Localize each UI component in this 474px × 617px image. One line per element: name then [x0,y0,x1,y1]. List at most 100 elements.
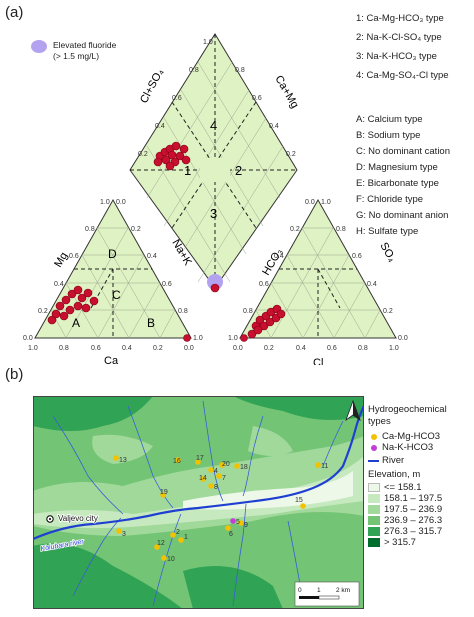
cation-tick-bottom-3: 0.6 [91,345,101,352]
sample-site-marker [154,544,160,550]
cation-tick-left-2: 0.2 [38,308,48,315]
site-label-7: 7 [222,475,226,482]
anion-tick-right-5: 0.2 [383,308,393,315]
water-type-3: 3: Na-K-HCO₃ type [356,51,437,62]
cation-ticks-right: 0.0 0.2 0.4 0.6 0.8 1.0 [116,199,203,342]
scale-bar-black [299,596,319,599]
legend-river-label: River [382,455,405,466]
legend-series-1-label: Ca-Mg-HCO3 [382,431,441,442]
anion-axis-cl: Cl [313,357,323,365]
elevation-swatch-3 [368,505,380,514]
diamond-tick-left-2: 0.4 [155,123,165,130]
anion-ticks-bottom: 0.0 0.2 0.4 0.6 0.8 1.0 [233,345,399,352]
site-label-8: 8 [214,484,218,491]
cation-ticks-bottom: 1.0 0.8 0.6 0.4 0.2 0.0 [28,345,194,352]
cation-tick-bottom-2: 0.8 [59,345,69,352]
diamond-sample-point [165,161,175,171]
site-label-3: 3 [122,531,126,538]
scale-label-zero: 0 [298,587,302,594]
anion-ticks-left: 1.0 0.8 0.6 0.4 0.2 0.0 [228,199,315,342]
city-label: Valjevo city [58,514,98,523]
cation-tick-bottom-4: 0.4 [122,345,132,352]
sample-site-marker [113,455,119,461]
cation-tick-right-5: 0.8 [178,308,188,315]
diamond-region-4: 4 [210,118,217,133]
diamond-sample-point [175,151,185,161]
anion-tick-left-1: 1.0 [228,335,238,342]
diamond-sample-point [153,157,163,167]
site-label-10: 10 [167,556,175,563]
tributary-stream [72,517,122,597]
anion-tick-right-4: 0.4 [367,281,377,288]
diamond-region-2: 2 [235,163,242,178]
anion-triangle: HCO₃ SO₄ Cl 0.0 0.2 0.4 0.6 0.8 1.0 1.0 … [228,198,408,365]
cation-region-b: B [147,316,155,330]
site-label-18: 18 [240,464,248,471]
tributary-stream [242,415,264,497]
legend-series-2: Na-K-HCO3 [368,442,472,453]
elevation-swatch-4 [368,516,380,525]
site-label-5: 5 [236,519,240,526]
cation-sample-point [183,334,191,342]
water-type-2: 2: Na-K-Cl-SO₄ type [356,32,442,43]
scale-bar-white [318,595,340,600]
facies-a: A: Calcium type [356,114,423,125]
water-type-1: 1: Ca-Mg-HCO₃ type [356,13,444,24]
tributary-stream [127,405,174,509]
anion-tick-left-4: 0.4 [274,253,284,260]
mid-elevation-patch [92,434,153,464]
facies-b: B: Sodium type [356,130,421,141]
diamond-ticks-right: 0.2 0.4 0.6 0.8 [235,67,296,158]
site-label-15: 15 [295,497,303,504]
sample-site-marker [208,467,214,473]
tributaries [52,400,344,607]
anion-tick-bottom-5: 0.8 [358,345,368,352]
cation-tick-right-3: 0.4 [147,253,157,260]
sample-site-marker [178,537,184,543]
sample-site-marker [160,492,166,498]
anion-sample-point [259,321,269,331]
cation-sample-point [73,301,83,311]
elevation-class-3-label: 197.5 – 236.9 [384,504,443,515]
site-label-11: 11 [321,463,328,470]
cation-tick-bottom-5: 0.2 [153,345,163,352]
anion-tick-left-3: 0.6 [259,281,269,288]
sample-sites [113,455,321,561]
diamond-grid [146,61,284,283]
cation-axis-ca: Ca [104,355,119,365]
river-line-icon [368,460,379,462]
water-type-4: 4: Ca-Mg-SO₄-Cl type [356,70,449,81]
diamond-tick-right-3: 0.6 [252,95,262,102]
elevation-class-2-label: 158.1 – 197.5 [384,493,443,504]
north-arrow-half [353,401,360,420]
cation-sample-point [47,315,57,325]
sample-site-marker [161,555,167,561]
elevation-class-4: 236.9 – 276.3 [368,515,472,526]
diamond-region-3: 3 [210,206,217,221]
diamond-sample-point [181,155,191,165]
cation-tick-left-4: 0.6 [69,253,79,260]
ca-mg-hco3-dot-icon [371,434,377,440]
elevation-patches [33,396,364,609]
anion-tick-bottom-2: 0.2 [264,345,274,352]
diamond-center-mask [200,158,230,182]
cation-sample-point [67,289,77,299]
diamond-tick-right-1: 0.2 [286,151,296,158]
elevation-class-4-label: 236.9 – 276.3 [384,515,443,526]
diamond-tick-left-4: 0.8 [189,67,199,74]
elevation-map: 1 2 3 4 5 6 7 8 9 10 11 12 13 14 15 16 1… [33,396,364,609]
anion-tick-bottom-3: 0.4 [296,345,306,352]
sample-site-marker [175,457,181,463]
elevation-class-1: <= 158.1 [368,482,472,493]
sample-site-marker [116,528,122,534]
elevation-swatch-1 [368,483,380,492]
cation-region-a: A [72,316,80,330]
diamond-tick-left-3: 0.6 [172,95,182,102]
sample-site-marker [200,476,206,482]
high-elevation-patch [33,543,183,609]
diamond-tick-right-2: 0.4 [269,123,279,130]
tributary-stream [202,400,224,502]
cation-sample-point [81,303,91,313]
elevation-swatch-2 [368,494,380,503]
sample-site-marker [300,503,306,509]
